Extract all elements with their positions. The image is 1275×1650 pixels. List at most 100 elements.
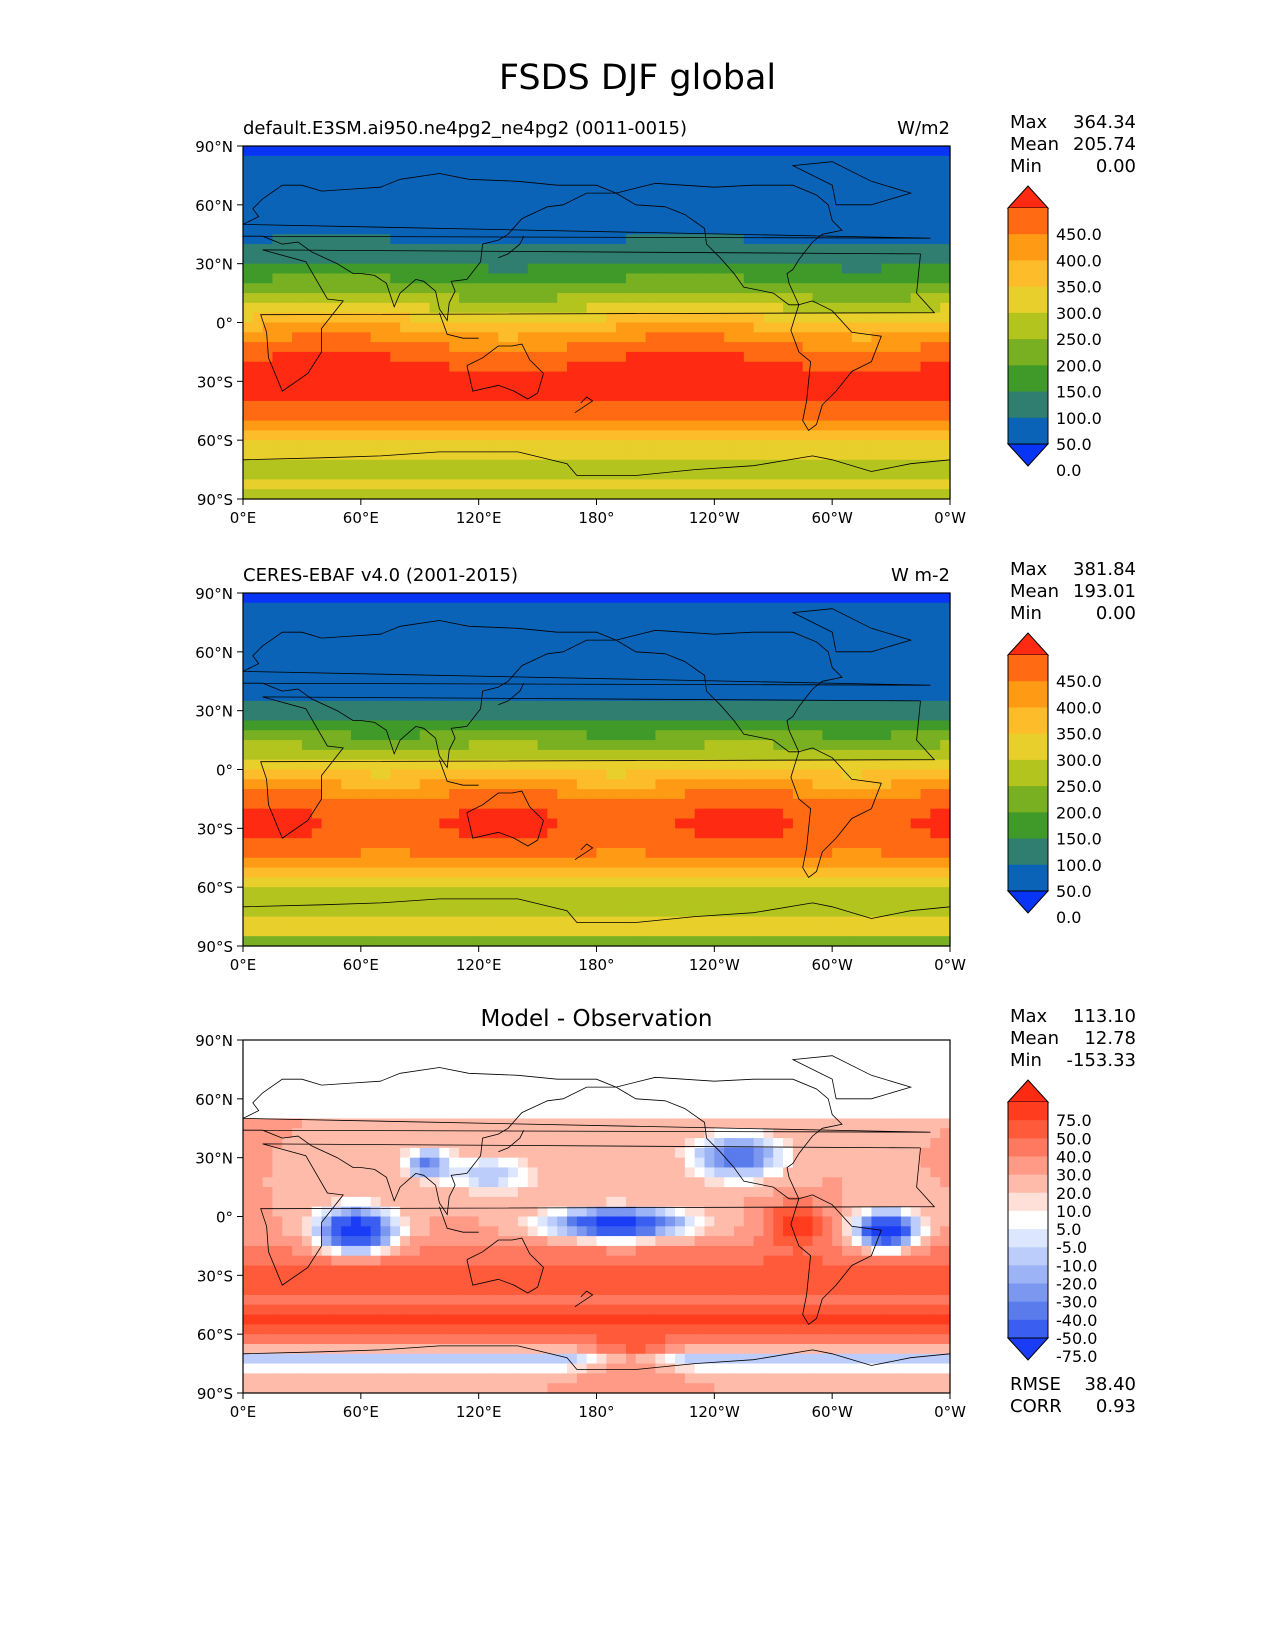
map-cell — [360, 479, 372, 490]
map-cell — [871, 632, 882, 643]
map-cell — [527, 700, 539, 712]
map-cell — [675, 175, 686, 186]
map-cell — [655, 224, 666, 235]
map-cell — [488, 681, 499, 692]
map-cell — [272, 887, 283, 898]
map-cell — [439, 342, 450, 353]
map-cell — [910, 489, 922, 500]
map-cell — [311, 244, 323, 255]
map-cell — [871, 322, 882, 333]
map-cell — [724, 857, 735, 869]
map-cell — [272, 234, 283, 245]
map-cell — [910, 730, 922, 741]
map-cell — [527, 165, 539, 177]
map-cell — [832, 769, 843, 780]
map-cell — [537, 642, 548, 653]
map-cell — [537, 381, 548, 392]
map-cell — [498, 214, 509, 226]
map-cell — [419, 877, 431, 888]
map-cell — [419, 391, 431, 402]
map-cell — [459, 351, 470, 363]
map-cell — [478, 789, 490, 800]
map-cell — [547, 769, 558, 780]
map-cell — [292, 769, 303, 780]
map-cell — [792, 234, 804, 245]
map-cell — [881, 391, 892, 402]
map-cell — [851, 263, 863, 275]
map-cell — [400, 769, 411, 780]
map-cell — [871, 224, 882, 235]
map-cell — [743, 469, 755, 480]
map-cell — [743, 681, 755, 692]
map-cell — [881, 789, 892, 800]
map-cell — [508, 691, 519, 702]
map-cell — [468, 430, 480, 441]
map-cell — [301, 351, 313, 363]
map-cell — [851, 602, 863, 614]
map-cell — [753, 244, 765, 255]
map-cell — [714, 612, 725, 624]
map-cell — [802, 146, 814, 157]
map-cell — [419, 759, 431, 771]
map-cell — [930, 808, 941, 820]
map-cell — [645, 449, 657, 461]
map-cell — [920, 204, 931, 216]
map-cell — [841, 146, 853, 157]
map-cell — [733, 185, 745, 196]
map-cell — [331, 459, 342, 471]
map-cell — [508, 906, 519, 918]
map-cell — [321, 371, 332, 382]
map-cell — [724, 730, 735, 741]
map-cell — [675, 479, 686, 490]
map-cell — [459, 798, 470, 810]
map-cell — [517, 273, 529, 284]
map-cell — [537, 632, 548, 643]
map-cell — [861, 459, 873, 471]
map-cell — [822, 612, 833, 624]
map-cell — [625, 779, 637, 790]
map-cell — [360, 730, 372, 741]
map-cell — [665, 828, 676, 839]
map-cell — [537, 798, 548, 810]
map-cell — [596, 838, 607, 849]
map-cell — [272, 293, 283, 304]
map-cell — [871, 273, 882, 284]
map-cell — [616, 896, 627, 908]
map-cell — [675, 612, 686, 624]
map-cell — [400, 710, 411, 722]
map-cell — [861, 381, 873, 392]
map-cell — [891, 622, 902, 633]
map-cell — [891, 351, 902, 363]
map-cell — [812, 391, 823, 402]
map-cell — [743, 602, 755, 614]
map-cell — [881, 867, 892, 878]
map-cell — [370, 351, 382, 363]
map-cell — [871, 214, 882, 226]
map-cell — [390, 224, 401, 235]
map-cell — [812, 195, 823, 206]
map-cell — [616, 195, 627, 206]
map-cell — [360, 469, 372, 480]
map-cell — [910, 332, 922, 343]
map-cell — [449, 342, 460, 353]
map-cell — [468, 322, 480, 333]
map-cell — [527, 593, 539, 604]
map-cell — [773, 155, 784, 167]
map-cell — [537, 700, 548, 712]
map-cell — [292, 632, 303, 643]
map-cell — [351, 896, 362, 908]
map-cell — [537, 602, 548, 614]
map-cell — [439, 195, 450, 206]
map-cell — [527, 789, 539, 800]
map-cell — [900, 489, 912, 500]
map-cell — [783, 789, 794, 800]
map-cell — [586, 400, 598, 412]
map-cell — [567, 632, 578, 643]
map-cell — [635, 185, 647, 196]
map-cell — [753, 847, 765, 859]
map-cell — [301, 440, 313, 451]
map-cell — [635, 263, 647, 275]
map-cell — [380, 896, 391, 908]
map-cell — [841, 332, 853, 343]
map-cell — [753, 798, 765, 810]
